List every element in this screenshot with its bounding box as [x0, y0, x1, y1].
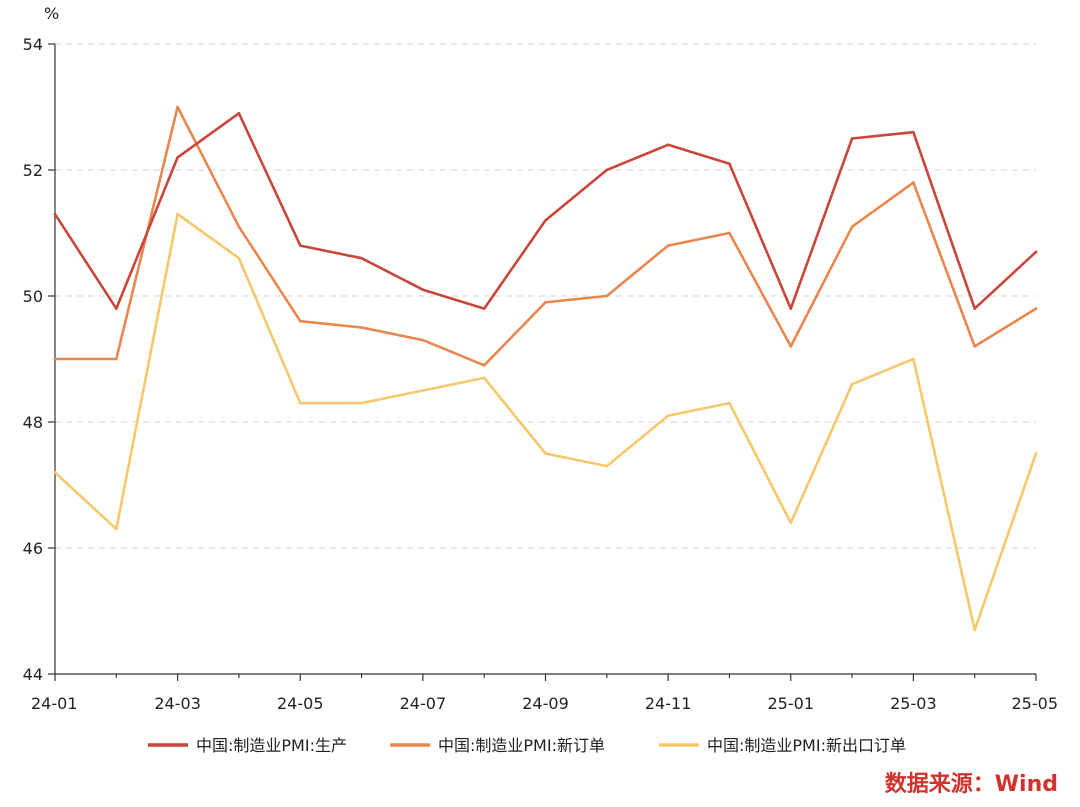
- data-point-0-2: [176, 156, 179, 159]
- data-point-0-3: [237, 112, 241, 115]
- data-point-0-7: [482, 307, 486, 310]
- data-point-0-10: [666, 143, 670, 147]
- data-point-2-15: [973, 628, 976, 632]
- data-point-1-0: [53, 357, 57, 361]
- data-point-1-12: [789, 345, 793, 348]
- x-tick-label: 25-01: [768, 694, 815, 713]
- data-point-0-16: [1034, 250, 1038, 254]
- data-point-2-9: [605, 464, 609, 468]
- x-tick-label: 25-05: [1012, 694, 1059, 713]
- data-point-0-9: [605, 168, 609, 172]
- data-point-2-10: [666, 414, 670, 418]
- data-point-0-0: [53, 212, 57, 216]
- data-point-1-8: [544, 301, 547, 304]
- legend-label-0: 中国:制造业PMI:生产: [196, 736, 347, 755]
- data-point-1-9: [605, 294, 609, 298]
- data-point-2-13: [850, 382, 854, 386]
- series-lines: [53, 105, 1038, 632]
- axes: 44 46 48 50 52 54 24-01 24-03 24-05 24-07 24-09 24-…: [23, 35, 1058, 713]
- data-source-label: 数据来源：Wind: [885, 771, 1058, 797]
- data-point-0-8: [544, 219, 547, 222]
- x-tick-label: 24-11: [645, 694, 692, 713]
- data-point-0-12: [789, 307, 793, 310]
- y-tick-label: 52: [23, 161, 43, 180]
- y-tick-label: 46: [23, 539, 43, 558]
- legend-label-1: 中国:制造业PMI:新订单: [438, 736, 605, 755]
- data-point-2-6: [421, 389, 425, 392]
- data-point-2-0: [53, 471, 57, 474]
- data-point-0-6: [421, 288, 425, 292]
- x-tick-label: 24-01: [31, 694, 78, 713]
- x-tick-label: 24-07: [400, 694, 447, 713]
- data-point-1-7: [482, 364, 486, 367]
- series-line-1: [53, 105, 1038, 367]
- data-point-1-3: [237, 225, 241, 228]
- data-point-1-1: [115, 357, 118, 361]
- x-tick-label: 24-03: [154, 694, 201, 713]
- data-point-2-11: [728, 401, 731, 405]
- data-point-0-14: [912, 130, 915, 134]
- data-point-1-15: [973, 345, 976, 348]
- y-tick-label: 48: [23, 413, 43, 432]
- data-point-2-14: [912, 357, 915, 361]
- data-point-2-1: [115, 527, 118, 531]
- x-tick-label: 25-03: [890, 694, 937, 713]
- x-tick-label: 24-05: [277, 694, 324, 713]
- data-point-2-8: [544, 452, 547, 455]
- data-point-0-1: [115, 307, 118, 310]
- data-point-0-11: [728, 162, 731, 165]
- data-point-1-5: [360, 326, 363, 329]
- data-point-0-13: [850, 137, 854, 140]
- data-point-1-13: [850, 225, 854, 228]
- data-point-1-2: [176, 105, 179, 109]
- y-unit-label: %: [44, 4, 59, 23]
- data-point-1-14: [912, 181, 915, 184]
- y-tick-label: 54: [23, 35, 43, 54]
- series-line-0: [53, 112, 1038, 310]
- y-tick-label: 50: [23, 287, 43, 306]
- data-point-1-16: [1034, 307, 1038, 310]
- data-point-2-2: [176, 212, 179, 216]
- data-point-2-3: [237, 256, 241, 260]
- x-tick-label: 24-09: [522, 694, 569, 713]
- data-point-2-16: [1034, 452, 1038, 455]
- data-point-1-10: [666, 244, 670, 247]
- legend: 中国:制造业PMI:生产 中国:制造业PMI:新订单 中国:制造业PMI:新出口订单: [148, 736, 906, 755]
- data-point-1-11: [728, 231, 731, 235]
- gridlines: [55, 43, 1036, 549]
- data-point-2-12: [789, 521, 793, 525]
- y-tick-label: 44: [23, 665, 43, 684]
- legend-label-2: 中国:制造业PMI:新出口订单: [707, 736, 906, 755]
- data-point-1-6: [421, 338, 425, 342]
- data-point-0-4: [298, 244, 302, 247]
- data-point-1-4: [298, 319, 302, 323]
- data-point-2-7: [482, 376, 486, 380]
- data-point-2-4: [298, 401, 302, 405]
- data-point-2-5: [360, 401, 363, 405]
- data-point-0-5: [360, 256, 363, 260]
- data-point-0-15: [973, 307, 976, 310]
